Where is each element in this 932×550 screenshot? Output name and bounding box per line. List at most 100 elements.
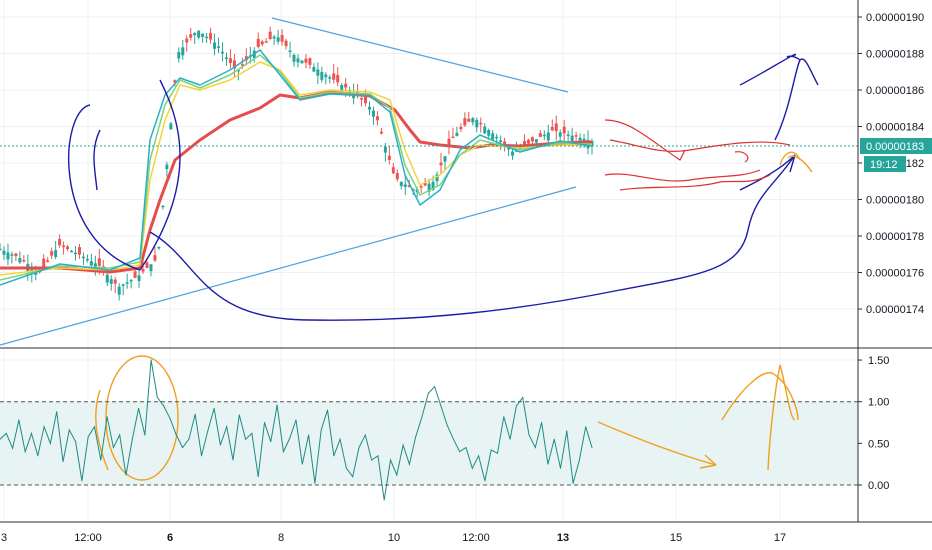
oscillator-point <box>509 438 511 440</box>
candle-body <box>463 118 467 126</box>
oscillator-point <box>138 407 140 409</box>
oscillator-point <box>320 429 322 431</box>
candle-body <box>6 252 10 260</box>
oscillator-point <box>402 444 404 446</box>
candle-body <box>77 247 81 255</box>
oscillator-point <box>339 438 341 440</box>
orange-stroke-left <box>95 389 109 471</box>
price-tick-label: 0.00000186 <box>866 85 924 97</box>
oscillator-point <box>75 441 77 443</box>
time-tick-label: 10 <box>388 532 400 544</box>
oscillator-point <box>585 426 587 428</box>
candle-body <box>93 263 97 268</box>
price-tick-label: 0.00000178 <box>866 231 924 243</box>
candle-body <box>467 118 471 122</box>
candle-body <box>479 122 483 125</box>
oscillator-point <box>566 430 568 432</box>
orange-peak-main <box>779 151 813 173</box>
candle-body <box>145 262 149 268</box>
orange-circle-oscillator <box>105 355 179 481</box>
axis-labels: 0.00000190 0.00000188 0.00000186 0.00000184… <box>1 12 932 544</box>
red-squiggle-5 <box>734 151 749 163</box>
blue-stroke-small <box>93 129 101 191</box>
oscillator-point <box>578 459 580 461</box>
candle-body <box>46 260 50 262</box>
candle-body <box>66 246 70 249</box>
candle-body <box>451 136 455 139</box>
osc-tick-label: 0.50 <box>868 438 889 450</box>
oscillator-point <box>156 397 158 399</box>
orange-arrow-down <box>597 421 717 469</box>
trendline-upper <box>271 17 569 93</box>
oscillator-point <box>245 438 247 440</box>
oscillator-point <box>371 459 373 461</box>
candle-body <box>538 133 542 137</box>
oscillator-point <box>547 463 549 465</box>
oscillator-point <box>289 437 291 439</box>
oscillator-point <box>314 482 316 484</box>
candle-body <box>125 282 129 284</box>
red-squiggle-4 <box>619 174 771 191</box>
oscillator-point <box>201 455 203 457</box>
countdown-tag <box>864 156 906 172</box>
oscillator-point <box>383 499 385 501</box>
candle-body <box>487 129 491 136</box>
candle-body <box>320 72 324 80</box>
current-price-tag <box>860 138 932 154</box>
time-tick-label: 6 <box>167 532 173 544</box>
time-tick-label: 12:00 <box>462 532 490 544</box>
candle-body <box>566 134 570 136</box>
candle-body <box>471 118 475 123</box>
candle-body <box>558 132 562 137</box>
candle-body <box>105 274 109 283</box>
moving-average-4 <box>0 49 593 286</box>
candle-body <box>2 250 6 255</box>
oscillator-point <box>440 405 442 407</box>
candle-body <box>360 98 364 100</box>
candle-body <box>201 33 205 37</box>
moving-average-1 <box>0 90 593 274</box>
candle-body <box>109 279 113 284</box>
candle-body <box>526 139 530 144</box>
candle-body <box>364 95 368 104</box>
oscillator-point <box>490 449 492 451</box>
oscillator-point <box>30 432 32 434</box>
candle-body <box>371 110 375 117</box>
oscillator-point <box>12 447 14 449</box>
candle-body <box>224 57 228 59</box>
candle-body <box>181 47 185 56</box>
oscillator-point <box>81 480 83 482</box>
orange-arrow-up <box>721 364 799 471</box>
oscillator-point <box>37 455 39 457</box>
candle-body <box>336 75 340 83</box>
candle-body <box>511 151 515 156</box>
oscillator-point <box>112 447 114 449</box>
oscillator-point <box>213 407 215 409</box>
moving-averages <box>0 49 593 286</box>
candle-body <box>439 162 443 166</box>
oscillator-point <box>326 409 328 411</box>
osc-tick-label: 1.00 <box>868 397 889 409</box>
candle-body <box>173 80 177 83</box>
blue-arrow-top <box>739 53 819 141</box>
candle-body <box>292 54 296 62</box>
candle-body <box>97 258 101 266</box>
candle-body <box>379 131 383 134</box>
oscillator-point <box>560 467 562 469</box>
candle-body <box>0 248 2 251</box>
oscillator-point <box>226 426 228 428</box>
candle-body <box>407 185 411 188</box>
oscillator-point <box>358 447 360 449</box>
candle-body <box>387 155 391 160</box>
oscillator-point <box>295 419 297 421</box>
moving-average-2 <box>0 61 592 276</box>
candle-body <box>312 67 316 72</box>
candle-body <box>169 123 173 130</box>
candle-body <box>165 164 169 170</box>
osc-tick-label: 0.00 <box>868 480 889 492</box>
oscillator-point <box>0 438 1 440</box>
candle-body <box>89 261 93 266</box>
candle-body <box>161 205 165 208</box>
candle-body <box>153 255 157 261</box>
